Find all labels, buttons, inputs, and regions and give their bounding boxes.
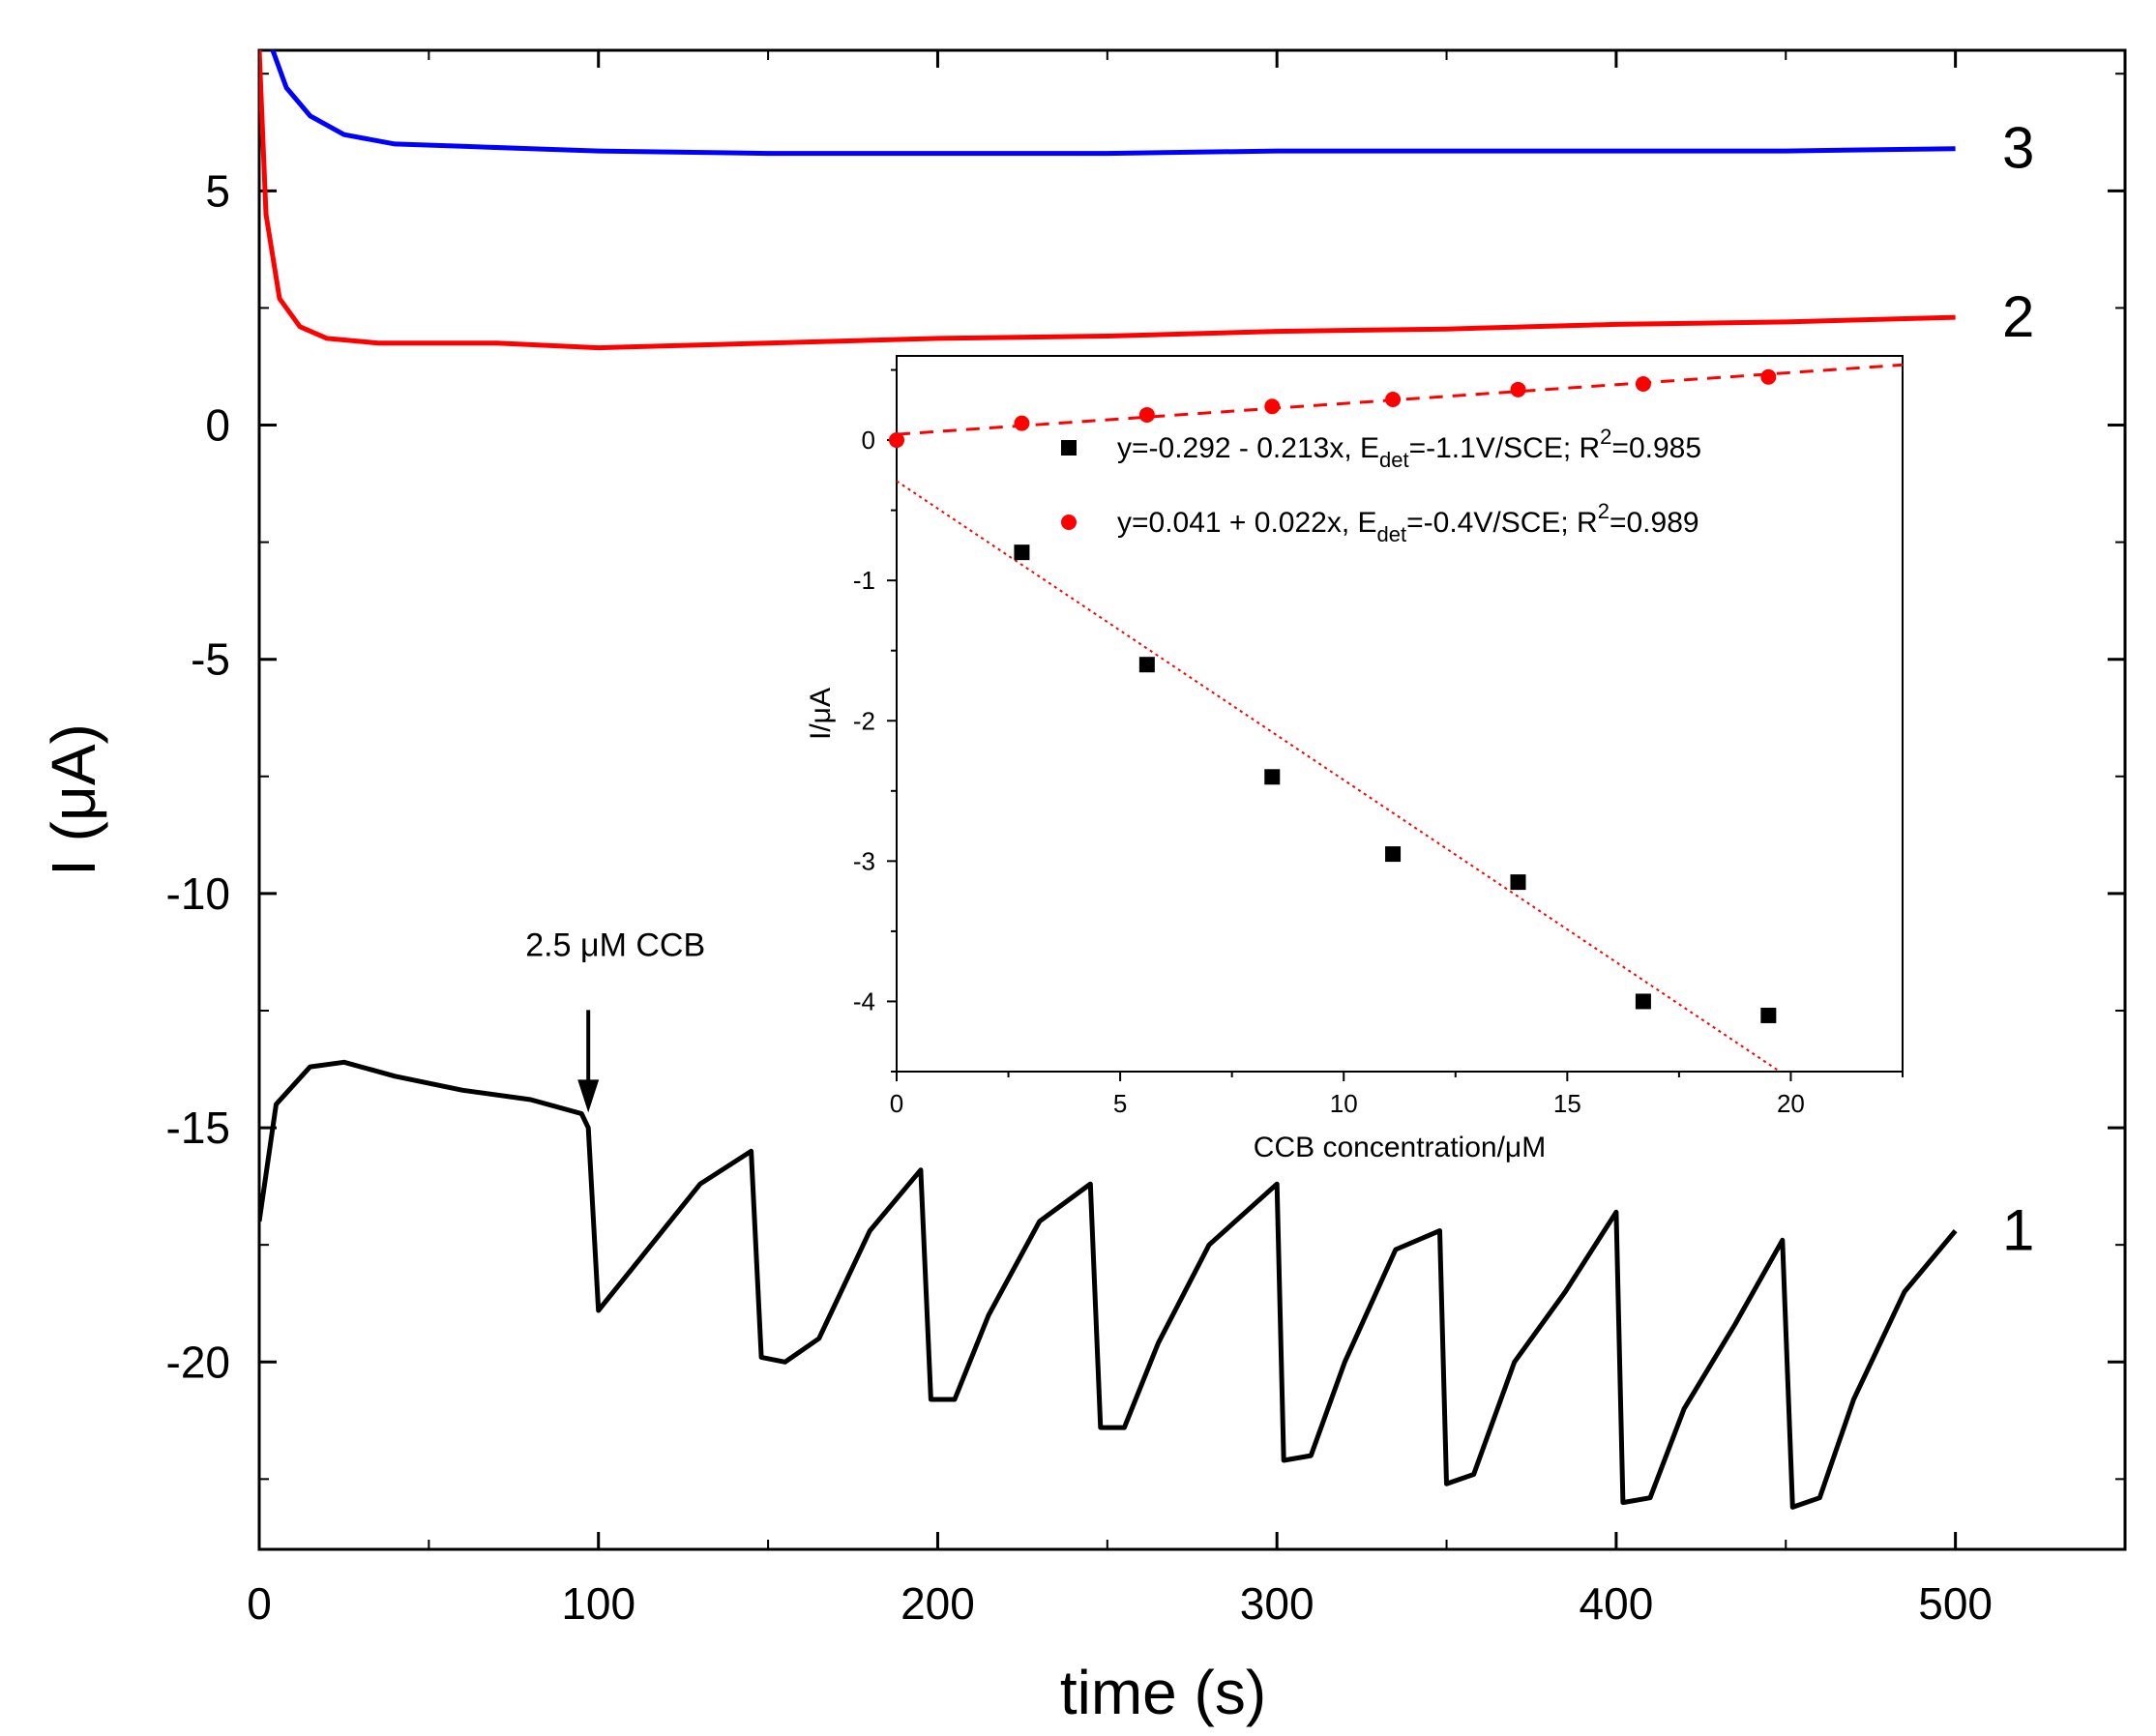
data-point-circle (1385, 391, 1402, 407)
inset-x-tick-label: 20 (1777, 1089, 1805, 1118)
legend-marker-circle (1061, 515, 1077, 530)
inset-x-tick-label: 5 (1113, 1089, 1127, 1118)
y-tick-label: -5 (191, 634, 230, 685)
data-point-square (1385, 846, 1402, 863)
y-tick-label: -15 (166, 1103, 230, 1153)
data-point-square (1014, 544, 1030, 561)
y-tick-label: 5 (205, 165, 230, 216)
inset-y-tick-label: -3 (853, 846, 875, 875)
x-tick-label: 500 (1918, 1578, 1993, 1629)
x-tick-label: 400 (1580, 1578, 1654, 1629)
data-point-circle (1014, 415, 1030, 431)
inset-y-tick-label: 0 (862, 426, 875, 455)
data-point-circle (889, 432, 904, 449)
inset-x-axis-label: CCB concentration/μM (1254, 1132, 1546, 1163)
data-point-circle (1510, 381, 1526, 397)
data-point-square (1264, 769, 1281, 785)
y-tick-label: -10 (166, 868, 230, 919)
curve-label-2: 2 (2002, 284, 2034, 349)
inset-y-tick-label: -2 (853, 706, 875, 735)
inset-x-tick-label: 0 (890, 1089, 903, 1118)
legend-marker-square (1061, 440, 1077, 456)
x-axis-label: time (s) (1060, 1658, 1266, 1727)
x-tick-label: 0 (247, 1578, 272, 1629)
x-tick-label: 300 (1240, 1578, 1314, 1629)
main-plot-frame (257, 48, 2127, 1551)
inset-x-tick-label: 15 (1553, 1089, 1581, 1118)
fit-line-black-series (897, 480, 1782, 1072)
data-point-circle (1635, 376, 1651, 393)
series-line-3 (270, 50, 1956, 157)
y-tick-label: -20 (166, 1337, 230, 1387)
fit-line-red-series (897, 363, 1903, 436)
series-line-2 (259, 50, 1956, 351)
main-series-group (259, 50, 1958, 1510)
inset-y-tick-label: -4 (853, 986, 875, 1015)
data-point-square (1760, 1007, 1777, 1023)
data-point-square (1635, 993, 1651, 1010)
data-point-circle (1264, 398, 1281, 415)
inset-y-tick-label: -1 (853, 566, 875, 595)
data-point-square (1510, 874, 1526, 891)
legend-entry-1: y=-0.292 - 0.213x, Edet=-1.1V/SCE; R2=0.… (1117, 425, 1701, 472)
injection-annotation: 2.5 μM CCB (525, 927, 705, 963)
data-point-square (1138, 657, 1155, 673)
series-line-1 (259, 1059, 1958, 1510)
inset-fit-group (897, 363, 1903, 1072)
data-point-circle (1760, 368, 1777, 385)
x-tick-label: 100 (561, 1578, 635, 1629)
inset-x-tick-label: 10 (1330, 1089, 1358, 1118)
inset-y-axis-label: I/μA (805, 688, 837, 740)
legend-entry-2: y=0.041 + 0.022x, Edet=-0.4V/SCE; R2=0.9… (1117, 499, 1699, 546)
curve-label-1: 1 (2002, 1198, 2034, 1263)
y-axis-label: I (μA) (39, 723, 108, 876)
curve-label-3: 3 (2002, 116, 2034, 181)
data-point-circle (1138, 406, 1155, 423)
x-tick-label: 200 (901, 1578, 975, 1629)
inset-frame (896, 355, 1904, 1073)
y-tick-label: 0 (205, 400, 230, 451)
injection-arrow-head (577, 1079, 600, 1113)
inset-plot: 0 5 10 15 20 0 -1 -2 -3 -4 CCB concentration/μM I/μ… (805, 355, 1904, 1163)
